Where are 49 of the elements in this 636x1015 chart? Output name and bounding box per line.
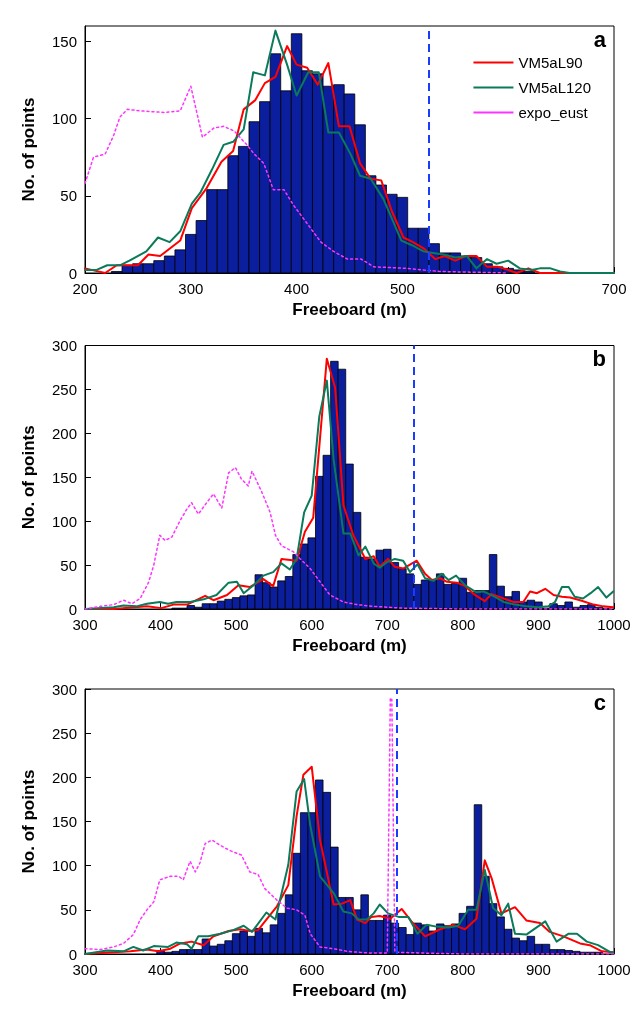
- x-tick-label: 400: [284, 280, 310, 297]
- y-tick-label: 150: [51, 32, 77, 50]
- y-tick-label: 300: [51, 680, 77, 698]
- x-tick-label: 700: [374, 961, 400, 978]
- x-tick-label: 800: [450, 961, 476, 978]
- x-tick-label: 600: [299, 616, 325, 633]
- y-tick-label: 0: [68, 945, 77, 963]
- x-tick-label: 800: [450, 616, 476, 633]
- y-tick-label: 200: [51, 424, 77, 442]
- y-tick-label: 100: [51, 110, 77, 128]
- legend-label: VM5aL120: [518, 79, 592, 96]
- legend-label: VM5aL90: [518, 54, 583, 71]
- y-tick-label: 200: [51, 768, 77, 786]
- y-tick-label: 150: [51, 468, 77, 486]
- annotation: a: [593, 26, 607, 52]
- y-axis-title: No. of points: [19, 97, 38, 202]
- y-tick-label: 50: [60, 556, 77, 574]
- x-tick-label: 900: [525, 616, 551, 633]
- y-tick-label: 50: [60, 901, 77, 919]
- y-tick-label: 300: [51, 337, 77, 354]
- x-axis-title: Freeboard (m): [292, 636, 407, 655]
- y-axis-title: No. of points: [19, 769, 38, 874]
- x-tick-label: 1000: [597, 961, 631, 978]
- x-tick-label: 400: [148, 961, 174, 978]
- x-tick-label: 700: [374, 616, 400, 633]
- y-tick-label: 150: [51, 813, 77, 830]
- legend-label: expo_eust: [518, 104, 589, 121]
- annotation: c: [593, 689, 607, 715]
- x-tick-label: 400: [148, 616, 174, 633]
- x-tick-label: 700: [601, 280, 627, 297]
- y-tick-label: 50: [60, 187, 77, 205]
- x-axis-title: Freeboard (m): [292, 300, 407, 319]
- x-tick-label: 500: [389, 280, 415, 297]
- y-tick-label: 0: [68, 264, 77, 282]
- y-tick-label: 100: [51, 512, 77, 530]
- x-tick-label: 500: [223, 616, 249, 633]
- y-axis-title: No. of points: [19, 425, 38, 530]
- x-tick-label: 1000: [597, 616, 631, 633]
- y-tick-label: 250: [51, 380, 77, 398]
- y-tick-label: 250: [51, 724, 77, 742]
- x-tick-label: 600: [299, 961, 325, 978]
- x-tick-label: 900: [525, 961, 551, 978]
- x-tick-label: 300: [178, 280, 204, 297]
- y-tick-label: 100: [51, 857, 77, 875]
- x-axis-title: Freeboard (m): [292, 981, 407, 1000]
- y-tick-label: 0: [68, 600, 77, 618]
- x-tick-label: 500: [223, 961, 249, 978]
- x-tick-label: 600: [495, 280, 521, 297]
- annotation: b: [592, 345, 607, 371]
